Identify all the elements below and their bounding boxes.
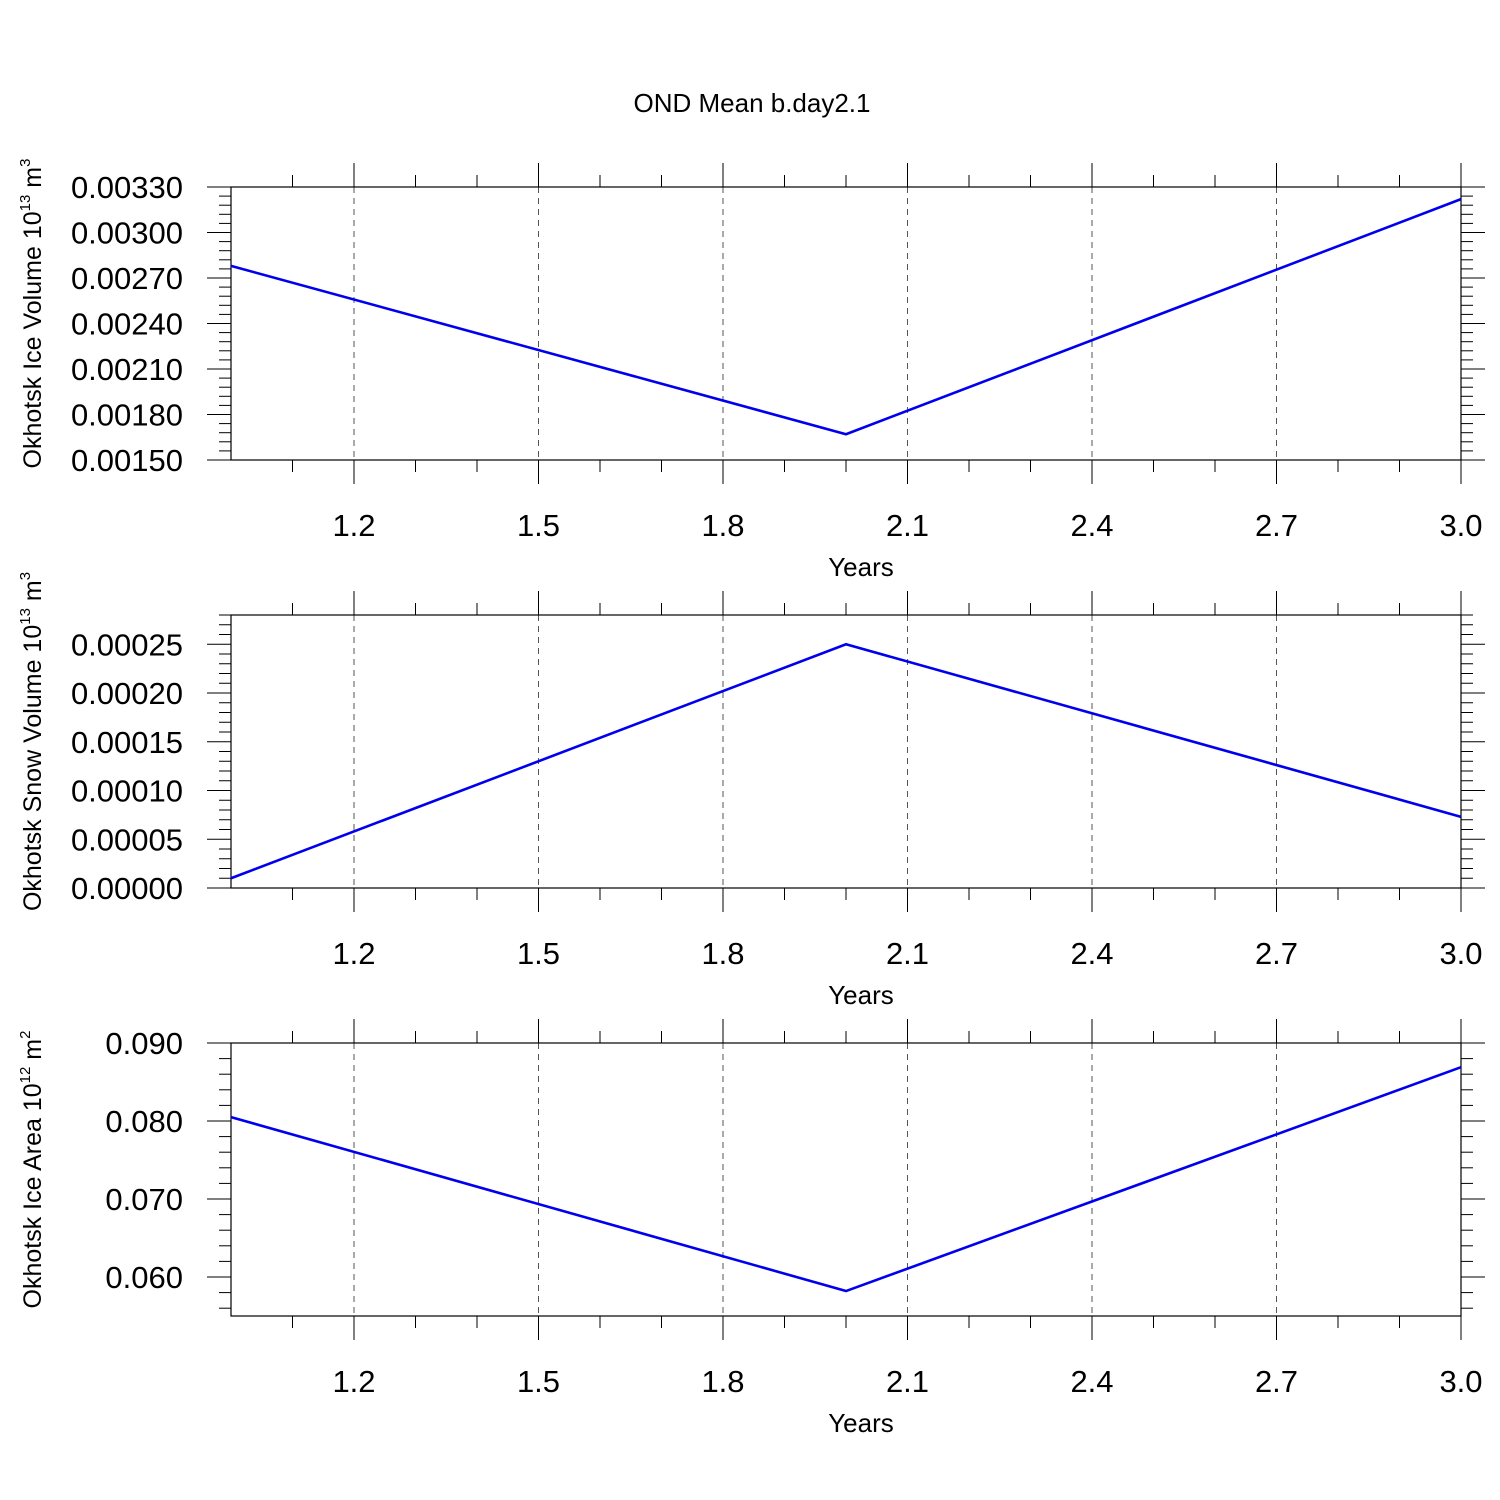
y-tick-label: 0.00005 <box>71 822 183 857</box>
x-tick-label: 1.5 <box>517 1364 560 1399</box>
y-axis-label-superscript: 2 <box>17 1031 34 1039</box>
y-axis-label-superscript: 13 <box>17 608 34 625</box>
chart-panel-2: 1.2 1.5 1.8 2.1 2.4 2.7 3.0 0.00000 0.00005 0.000… <box>17 572 1485 1010</box>
y-axis-label: Okhotsk Ice Area 1012 m2 <box>17 1031 47 1309</box>
x-tick-label: 2.7 <box>1255 508 1298 543</box>
y-axis-label-part: Okhotsk Ice Area 10 <box>19 1083 47 1308</box>
y-axis-label-part: m <box>19 1039 47 1067</box>
x-tick-label: 1.8 <box>701 1364 744 1399</box>
y-axis-label-part: m <box>19 167 47 195</box>
y-tick-label: 0.00240 <box>71 307 183 342</box>
y-tick-label: 0.00025 <box>71 627 183 662</box>
y-axis-label-part: Okhotsk Snow Volume 10 <box>19 625 47 911</box>
y-tick-label: 0.00015 <box>71 725 183 760</box>
x-tick-label: 1.5 <box>517 508 560 543</box>
y-axis-label-superscript: 12 <box>17 1067 34 1084</box>
x-tick-label: 2.1 <box>886 936 929 971</box>
x-axis-label: Years <box>828 552 894 582</box>
y-tick-label: 0.00150 <box>71 443 183 478</box>
x-tick-label: 1.8 <box>701 508 744 543</box>
y-tick-label: 0.060 <box>105 1260 183 1295</box>
x-tick-label: 1.8 <box>701 936 744 971</box>
y-axis-label: Okhotsk Snow Volume 1013 m3 <box>17 572 47 911</box>
y-axis-label-part: Okhotsk Ice Volume 10 <box>19 211 47 468</box>
y-tick-label: 0.00270 <box>71 261 183 296</box>
x-tick-label: 2.4 <box>1070 1364 1113 1399</box>
chart-panel-1: 1.2 1.5 1.8 2.1 2.4 2.7 3.0 0.00150 0.00180 0.002… <box>17 159 1485 582</box>
x-tick-label: 2.7 <box>1255 1364 1298 1399</box>
y-tick-label: 0.090 <box>105 1026 183 1061</box>
y-tick-label: 0.00330 <box>71 170 183 205</box>
x-tick-label: 1.2 <box>332 936 375 971</box>
x-tick-label: 2.7 <box>1255 936 1298 971</box>
y-tick-label: 0.00020 <box>71 676 183 711</box>
x-tick-label: 3.0 <box>1439 936 1482 971</box>
y-tick-label: 0.080 <box>105 1104 183 1139</box>
y-tick-label: 0.070 <box>105 1182 183 1217</box>
x-tick-label: 3.0 <box>1439 508 1482 543</box>
y-axis-label-superscript: 3 <box>17 572 34 580</box>
x-tick-label: 3.0 <box>1439 1364 1482 1399</box>
x-tick-label: 1.2 <box>332 508 375 543</box>
x-tick-label: 1.2 <box>332 1364 375 1399</box>
x-axis-label: Years <box>828 980 894 1010</box>
figure-title: OND Mean b.day2.1 <box>633 88 870 118</box>
y-tick-label: 0.00000 <box>71 871 183 906</box>
x-axis-label: Years <box>828 1408 894 1438</box>
y-tick-label: 0.00180 <box>71 398 183 433</box>
y-tick-label: 0.00300 <box>71 216 183 251</box>
x-tick-label: 2.1 <box>886 508 929 543</box>
x-tick-label: 1.5 <box>517 936 560 971</box>
y-axis-label-superscript: 3 <box>17 159 34 167</box>
x-tick-label: 2.4 <box>1070 936 1113 971</box>
y-axis-label: Okhotsk Ice Volume 1013 m3 <box>17 159 47 469</box>
y-tick-label: 0.00210 <box>71 352 183 387</box>
x-tick-label: 2.1 <box>886 1364 929 1399</box>
chart-panel-3: 1.2 1.5 1.8 2.1 2.4 2.7 3.0 0.060 0.070 0.080 0.09… <box>17 1019 1485 1438</box>
y-axis-label-superscript: 13 <box>17 195 34 212</box>
x-tick-label: 2.4 <box>1070 508 1113 543</box>
y-axis-label-part: m <box>19 580 47 608</box>
y-tick-label: 0.00010 <box>71 774 183 809</box>
